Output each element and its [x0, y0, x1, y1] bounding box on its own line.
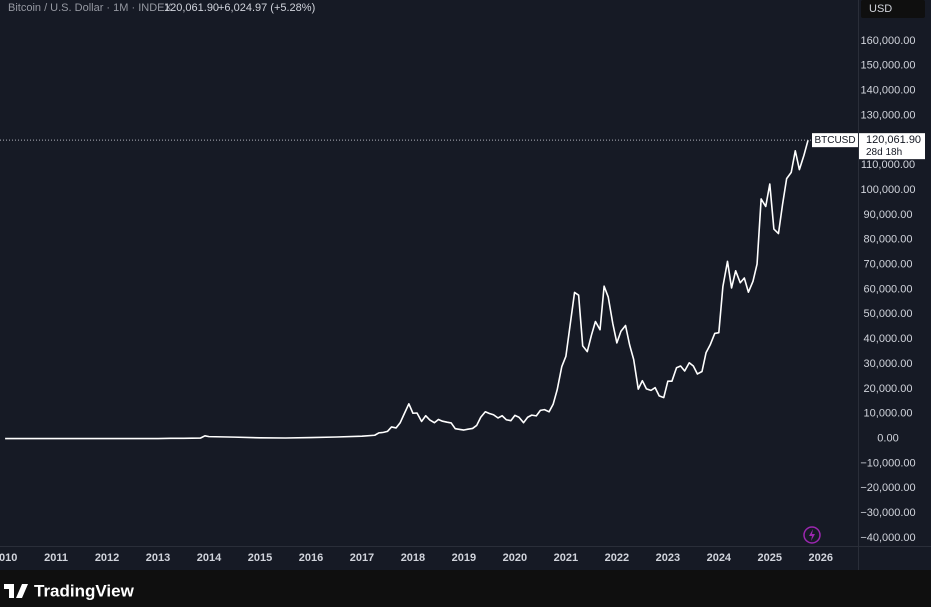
x-tick-label: 2025 [758, 552, 782, 564]
symbol-tag-label: BTCUSD [814, 135, 855, 146]
x-tick-label: 2019 [452, 552, 476, 564]
y-tick-label: 90,000.00 [864, 209, 913, 221]
x-tick-label: 2010 [0, 552, 17, 564]
x-tick-label: 2015 [248, 552, 272, 564]
y-tick-label: 60,000.00 [864, 283, 913, 295]
x-tick-label: 2024 [707, 552, 732, 564]
price-tag-countdown: 28d 18h [866, 147, 902, 158]
y-tick-label: 40,000.00 [864, 333, 913, 345]
y-tick-label: 100,000.00 [860, 184, 915, 196]
x-tick-label: 2020 [503, 552, 527, 564]
price-line [5, 139, 809, 440]
chart-background [0, 0, 931, 570]
y-tick-label: −40,000.00 [860, 532, 915, 544]
y-tick-label: 150,000.00 [860, 60, 915, 72]
y-tick-label: 140,000.00 [860, 85, 915, 97]
currency-box[interactable] [861, 0, 925, 18]
currency[interactable]: USD [869, 3, 892, 15]
symbol-tag [812, 133, 858, 148]
y-tick-label: 0.00 [877, 433, 898, 445]
x-tick-label: 2011 [44, 552, 68, 564]
x-tick-label: 2023 [656, 552, 680, 564]
y-tick-label: 160,000.00 [860, 35, 915, 47]
y-tick-label: −20,000.00 [860, 482, 915, 494]
y-tick-label: 50,000.00 [864, 308, 913, 320]
lightning-icon[interactable] [803, 526, 821, 544]
lightning-glyph [809, 529, 815, 541]
x-tick-label: 2014 [197, 552, 222, 564]
logo-mark [4, 584, 28, 598]
y-tick-label: −30,000.00 [860, 507, 915, 519]
y-tick-label: 80,000.00 [864, 234, 913, 246]
x-tick-label: 2017 [350, 552, 374, 564]
y-tick-label: −10,000.00 [860, 457, 915, 469]
last-price: 120,061.90 [164, 2, 219, 14]
x-tick-label: 2021 [554, 552, 578, 564]
x-tick-label: 2018 [401, 552, 425, 564]
x-tick-label: 2012 [95, 552, 119, 564]
y-tick-label: 10,000.00 [864, 408, 913, 420]
brand-logo[interactable]: TradingView [4, 581, 135, 600]
price-tag-label: 120,061.90 [866, 134, 921, 146]
y-tick-label: 20,000.00 [864, 383, 913, 395]
x-tick-label: 2022 [605, 552, 629, 564]
x-tick-label: 2016 [299, 552, 323, 564]
y-tick-label: 130,000.00 [860, 109, 915, 121]
x-tick-label: 2026 [809, 552, 833, 564]
price-tag [859, 133, 925, 160]
chart-title: Bitcoin / U.S. Dollar · 1M · INDEX [8, 2, 172, 14]
y-tick-label: 70,000.00 [864, 259, 913, 271]
y-tick-label: 30,000.00 [864, 358, 913, 370]
price-change: +6,024.97 (+5.28%) [218, 2, 315, 14]
brand-name: TradingView [34, 581, 135, 600]
x-tick-label: 2013 [146, 552, 170, 564]
y-tick-label: 110,000.00 [861, 159, 915, 171]
